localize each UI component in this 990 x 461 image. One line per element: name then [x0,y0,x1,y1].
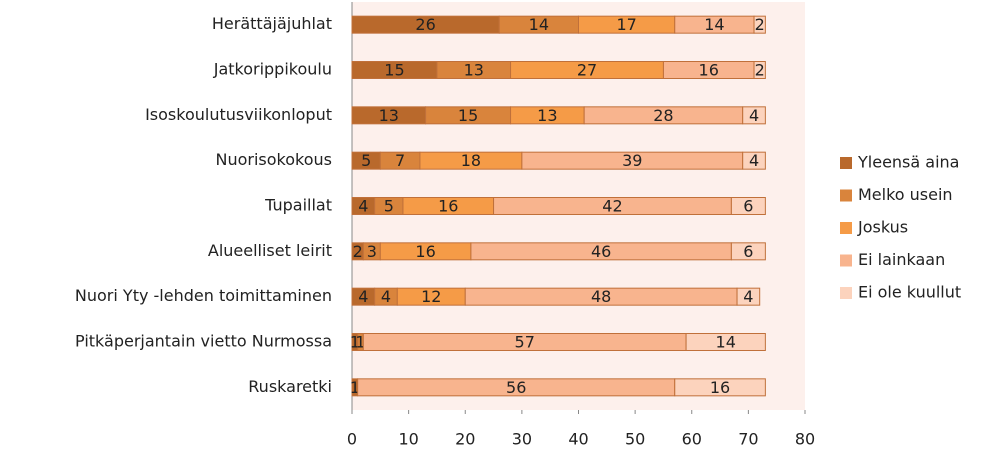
value-label: 2 [353,242,363,261]
value-label: 14 [716,333,736,352]
value-label: 46 [591,242,611,261]
y-tick-label: Nuori Yty -lehden toimittaminen [75,286,332,305]
value-label: 12 [421,287,441,306]
value-label: 6 [743,197,753,216]
value-label: 14 [529,15,549,34]
x-tick-label: 60 [682,430,702,449]
x-tick-label: 80 [795,430,815,449]
value-label: 27 [577,61,597,80]
value-label: 6 [743,242,753,261]
value-label: 16 [699,61,719,80]
value-label: 1 [350,333,360,352]
legend-swatch [840,222,852,234]
y-tick-label: Ruskaretki [248,377,332,396]
x-tick-label: 20 [455,430,475,449]
x-tick-label: 0 [347,430,357,449]
y-tick-label: Tupaillat [264,196,332,215]
value-label: 17 [616,15,636,34]
value-label: 57 [515,333,535,352]
legend-label: Ei ole kuullut [858,283,961,302]
legend-label: Yleensä aina [857,153,959,172]
value-label: 39 [622,151,642,170]
y-tick-label: Pitkäperjantain vietto Nurmossa [75,332,332,351]
y-tick-label: Jatkorippikoulu [213,60,332,79]
value-label: 42 [602,197,622,216]
x-tick-label: 30 [512,430,532,449]
value-label: 48 [591,287,611,306]
value-label: 4 [381,287,391,306]
value-label: 56 [506,378,526,397]
y-tick-label: Isoskoulutusviikonloput [145,105,332,124]
value-label: 1 [355,333,365,352]
value-label: 15 [458,106,478,125]
value-label: 4 [749,106,759,125]
value-label: 4 [749,151,759,170]
value-label: 28 [653,106,673,125]
value-label: 16 [710,378,730,397]
x-tick-label: 70 [738,430,758,449]
value-label: 5 [361,151,371,170]
value-label: 26 [415,15,435,34]
x-tick-label: 50 [625,430,645,449]
value-label: 4 [358,197,368,216]
value-label: 4 [743,287,753,306]
bar-segment [685,333,766,351]
legend-swatch [840,157,852,169]
y-tick-label: Alueelliset leirit [208,241,332,260]
legend-label: Ei lainkaan [858,250,945,269]
legend-swatch [840,254,852,267]
value-label: 1 [350,378,360,397]
value-label: 15 [384,61,404,80]
value-label: 2 [755,15,765,34]
bar-segment [730,197,766,215]
value-label: 13 [464,61,484,80]
legend-label: Melko usein [858,185,953,204]
bar-segment [742,106,766,125]
bar-segment [753,15,766,34]
y-tick-label: Nuorisokokous [216,150,333,169]
value-label: 16 [438,197,458,216]
bar-segment [674,378,766,397]
value-label: 5 [384,197,394,216]
value-label: 13 [537,106,557,125]
x-tick-label: 10 [398,430,418,449]
value-label: 13 [379,106,399,125]
y-tick-label: Herättäjäjuhlat [212,14,332,33]
bar-segment [730,242,766,261]
value-label: 3 [367,242,377,261]
legend-label: Joskus [857,218,908,237]
bar-segment [753,61,766,79]
value-label: 4 [358,287,368,306]
value-label: 2 [755,61,765,80]
legend-swatch [840,189,852,202]
value-label: 16 [415,242,435,261]
legend-swatch [840,287,852,299]
bar-segment [742,151,766,170]
bar-segment [736,287,761,306]
value-label: 7 [395,151,405,170]
x-tick-label: 40 [568,430,588,449]
value-label: 14 [704,15,724,34]
value-label: 18 [461,151,481,170]
